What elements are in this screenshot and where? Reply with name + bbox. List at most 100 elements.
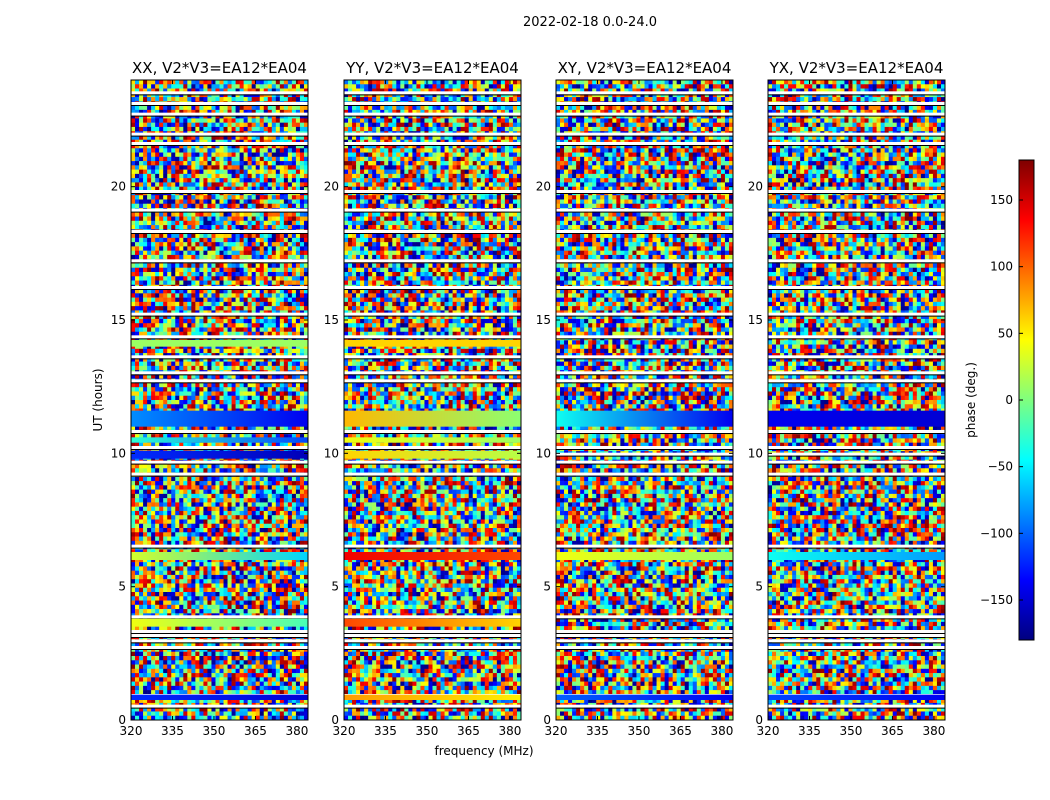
flagged-row: [556, 91, 733, 94]
panel-title: YX, V2*V3=EA12*EA04: [769, 59, 944, 77]
smooth-phase-band: [556, 695, 733, 700]
flagged-row: [344, 142, 521, 145]
flagged-row: [556, 705, 733, 708]
x-tick-label: 335: [374, 724, 397, 738]
flagged-row: [768, 133, 945, 136]
smooth-phase-band: [768, 411, 945, 427]
x-tick-label: 380: [710, 724, 733, 738]
flagged-row: [556, 646, 733, 649]
colorbar-tick-label: −150: [980, 593, 1013, 607]
smooth-phase-band: [131, 695, 308, 700]
flagged-row: [768, 286, 945, 289]
flagged-row: [344, 379, 521, 382]
flagged-row: [131, 286, 308, 289]
flagged-row: [131, 430, 308, 433]
flagged-row: [131, 133, 308, 136]
flagged-row: [768, 705, 945, 708]
x-tick-label: 380: [922, 724, 945, 738]
colorbar-tick-label: 0: [1005, 393, 1013, 407]
x-axis-label: frequency (MHz): [434, 744, 533, 758]
flagged-row: [344, 630, 521, 633]
flagged-row: [131, 209, 308, 212]
flagged-row: [344, 133, 521, 136]
flagged-row: [768, 113, 945, 116]
flagged-row: [556, 379, 733, 382]
colorbar-label: phase (deg.): [964, 362, 978, 438]
flagged-row: [768, 190, 945, 193]
flagged-row: [768, 142, 945, 145]
smooth-phase-band: [344, 411, 521, 427]
y-tick-label: 15: [536, 313, 551, 327]
flagged-row: [131, 461, 308, 464]
flagged-row: [344, 335, 521, 338]
flagged-row: [768, 453, 945, 456]
smooth-phase-band: [344, 552, 521, 560]
flagged-row: [556, 259, 733, 262]
x-tick-label: 380: [498, 724, 521, 738]
flagged-row: [556, 453, 733, 456]
flagged-row: [131, 230, 308, 233]
smooth-phase-band: [556, 552, 733, 560]
flagged-row: [556, 313, 733, 316]
flagged-row: [344, 113, 521, 116]
smooth-phase-band: [344, 437, 521, 442]
flagged-row: [131, 190, 308, 193]
flagged-row: [556, 461, 733, 464]
flagged-row: [768, 430, 945, 433]
y-tick-label: 15: [748, 313, 763, 327]
x-tick-label: 350: [203, 724, 226, 738]
flagged-row: [556, 142, 733, 145]
flagged-row: [768, 355, 945, 358]
flagged-row: [344, 634, 521, 637]
flagged-row: [131, 634, 308, 637]
phase-figure: 2022-02-18 0.0-24.0 XX, V2*V3=EA12*EA043…: [0, 0, 1050, 800]
flagged-row: [768, 259, 945, 262]
flagged-row: [768, 615, 945, 618]
flagged-row: [344, 430, 521, 433]
flagged-row: [768, 461, 945, 464]
flagged-row: [768, 209, 945, 212]
flagged-row: [344, 545, 521, 548]
flagged-row: [556, 133, 733, 136]
smooth-phase-band: [131, 451, 308, 459]
smooth-phase-band: [131, 340, 308, 347]
flagged-row: [131, 545, 308, 548]
flagged-row: [344, 190, 521, 193]
colorbar-tick-label: 50: [998, 326, 1013, 340]
flagged-row: [556, 473, 733, 476]
smooth-phase-band: [344, 619, 521, 627]
flagged-row: [344, 473, 521, 476]
flagged-row: [344, 446, 521, 449]
y-tick-label: 10: [536, 446, 551, 460]
flagged-row: [344, 91, 521, 94]
flagged-row: [556, 430, 733, 433]
colorbar-tick-label: 150: [990, 193, 1013, 207]
colorbar-tick-label: 100: [990, 260, 1013, 274]
x-tick-label: 335: [798, 724, 821, 738]
x-tick-label: 335: [586, 724, 609, 738]
flagged-row: [768, 446, 945, 449]
flagged-row: [556, 630, 733, 633]
flagged-row: [768, 545, 945, 548]
flagged-row: [768, 91, 945, 94]
flagged-row: [556, 446, 733, 449]
y-tick-label: 5: [118, 580, 126, 594]
flagged-row: [131, 142, 308, 145]
flagged-row: [556, 190, 733, 193]
figure-title: 2022-02-18 0.0-24.0: [523, 15, 657, 30]
smooth-phase-band: [556, 411, 733, 427]
x-tick-label: 335: [161, 724, 184, 738]
flagged-row: [131, 313, 308, 316]
y-tick-label: 15: [111, 313, 126, 327]
flagged-row: [768, 473, 945, 476]
flagged-row: [131, 113, 308, 116]
flagged-row: [131, 705, 308, 708]
flagged-row: [556, 545, 733, 548]
y-tick-label: 15: [324, 313, 339, 327]
flagged-row: [344, 705, 521, 708]
y-tick-label: 20: [748, 180, 763, 194]
